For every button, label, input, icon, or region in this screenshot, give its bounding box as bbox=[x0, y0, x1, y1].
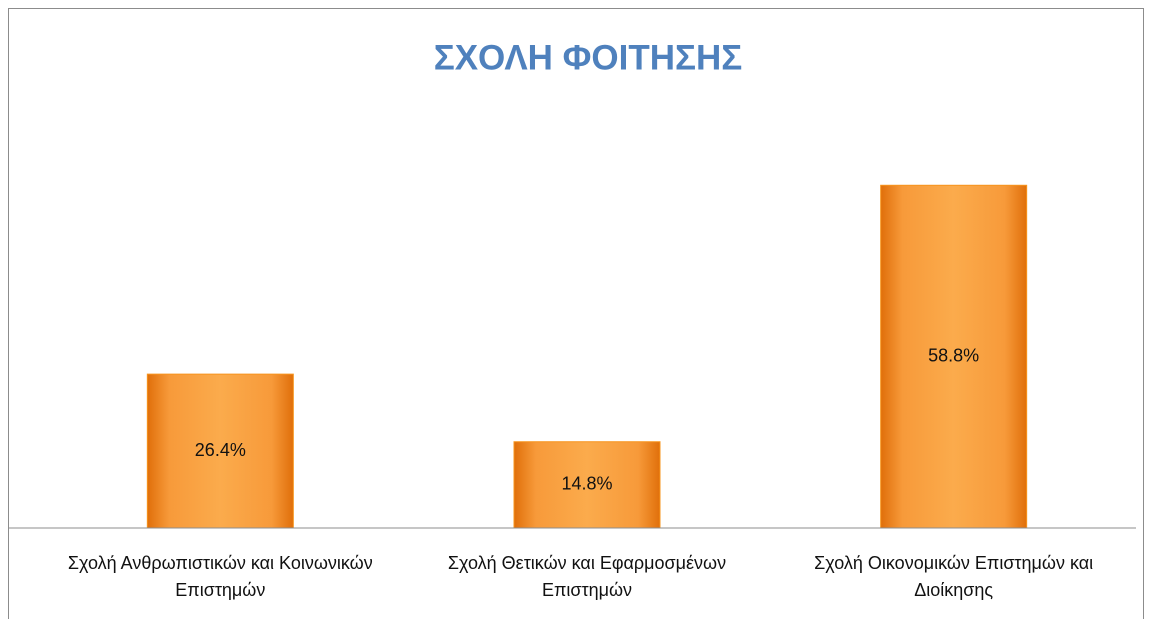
chart-border bbox=[8, 8, 1144, 619]
data-label: 26.4% bbox=[195, 440, 246, 460]
x-tick-label: Σχολή Οικονομικών Επιστημών και Διοίκηση… bbox=[814, 553, 1094, 600]
data-label: 58.8% bbox=[928, 345, 979, 365]
bar bbox=[513, 441, 661, 529]
x-tick-label: Σχολή Θετικών και Εφαρμοσμένων Επιστημών bbox=[447, 553, 727, 600]
chart-title: ΣΧΟΛΗ ΦΟΙΤΗΣΗΣ bbox=[434, 38, 743, 77]
x-tick-label: Σχολή Ανθρωπιστικών και Κοινωνικών Επιστ… bbox=[67, 553, 373, 600]
data-label: 14.8% bbox=[561, 474, 612, 494]
